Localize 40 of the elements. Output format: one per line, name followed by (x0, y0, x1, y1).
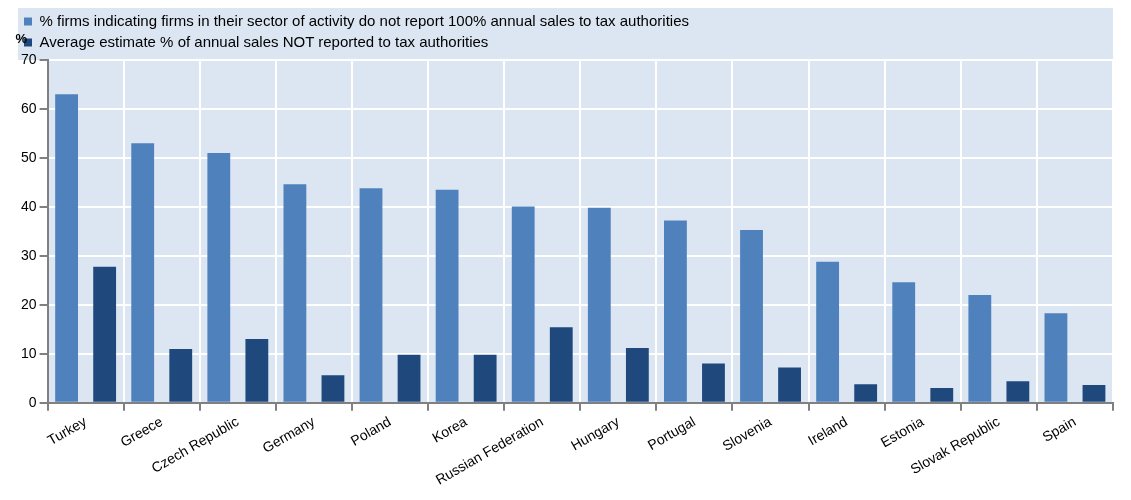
y-tick-label: 40 (20, 197, 37, 214)
bar (359, 188, 383, 402)
bar (549, 327, 573, 402)
bar (397, 354, 421, 402)
bar (473, 354, 497, 402)
bar (207, 153, 231, 402)
y-tick-label: 30 (20, 246, 37, 263)
bar (816, 261, 840, 402)
bar (321, 375, 345, 402)
bar (778, 367, 801, 402)
y-tick-label: 10 (20, 344, 37, 361)
y-tick-label: 0 (28, 393, 37, 410)
bar (169, 348, 193, 402)
y-tick-label: 70 (20, 50, 37, 67)
legend-label: % firms indicating firms in their sector of activity do not report 100% annual sales to tax authorities (39, 11, 689, 29)
bar (93, 266, 117, 402)
bar (930, 388, 954, 402)
bar (968, 295, 992, 402)
bar (1044, 313, 1068, 402)
y-axis-title: % (15, 31, 28, 47)
bar (283, 184, 307, 402)
bar (740, 229, 763, 402)
bar (1082, 385, 1106, 402)
legend-label: Average estimate % of annual sales NOT reported to tax authorities (39, 32, 489, 50)
y-tick-label: 50 (20, 148, 37, 165)
bar (702, 363, 725, 402)
bar (664, 220, 687, 402)
x-tick-label: Spain (1039, 413, 1079, 445)
bar (245, 339, 269, 402)
bar (55, 94, 79, 402)
bar (511, 206, 535, 402)
bar (131, 143, 155, 402)
bar (1006, 381, 1030, 402)
y-tick-label: 20 (20, 295, 37, 312)
bar (854, 384, 878, 402)
bar (625, 347, 649, 402)
bar (892, 282, 916, 402)
bar (587, 207, 611, 402)
bar (435, 189, 459, 402)
y-tick-label: 60 (20, 99, 37, 116)
